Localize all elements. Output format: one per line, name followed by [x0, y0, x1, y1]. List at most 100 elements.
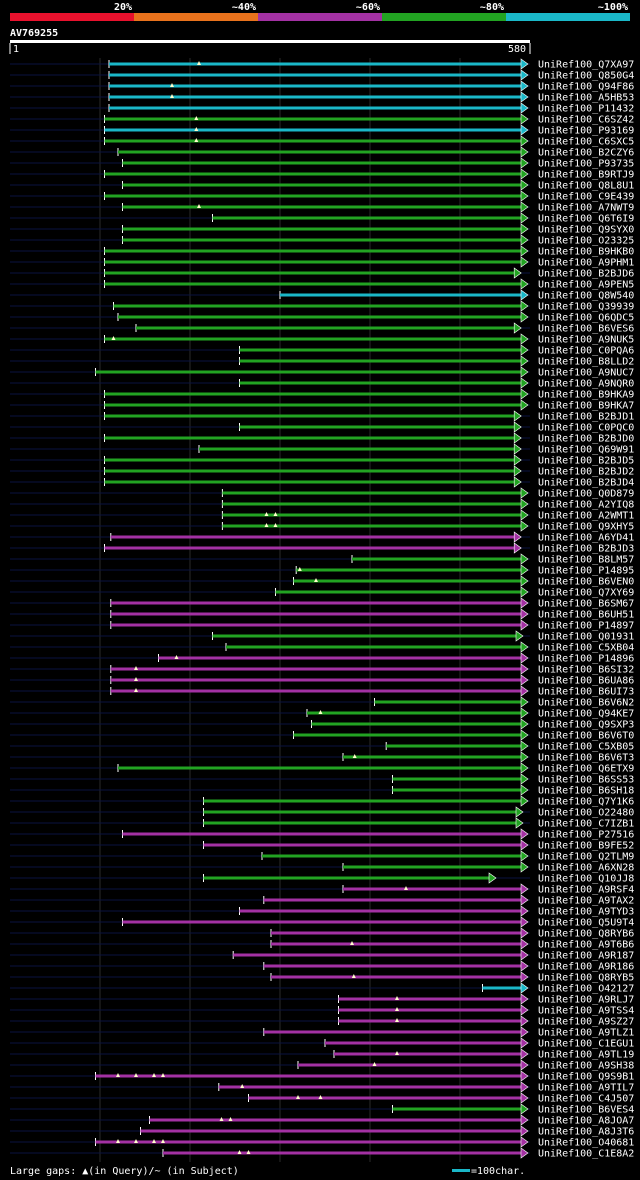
hit-label[interactable]: UniRef100_B6V6N2	[538, 698, 634, 709]
hit-row[interactable]: UniRef100_Q9S9B1	[10, 1070, 634, 1083]
hit-row[interactable]: UniRef100_A6YD41	[10, 531, 634, 544]
hit-row[interactable]: UniRef100_B6V6T0	[10, 729, 634, 742]
hit-label[interactable]: UniRef100_C0PQA6	[538, 346, 634, 357]
hit-row[interactable]: UniRef100_A9T6B6	[10, 938, 634, 951]
hit-row[interactable]: UniRef100_P11432	[10, 102, 634, 115]
hit-label[interactable]: UniRef100_B6VEN0	[538, 577, 634, 588]
hit-row[interactable]: UniRef100_C9E439	[10, 190, 634, 203]
hit-row[interactable]: UniRef100_P14897	[10, 619, 634, 632]
hit-label[interactable]: UniRef100_Q39939	[538, 302, 634, 313]
hit-label[interactable]: UniRef100_Q94F86	[538, 82, 634, 93]
hit-label[interactable]: UniRef100_Q8L8U1	[538, 181, 634, 192]
hit-row[interactable]: UniRef100_B6V6T3	[10, 751, 634, 764]
hit-row[interactable]: UniRef100_A9RLJ7	[10, 993, 634, 1006]
hit-label[interactable]: UniRef100_B8LLD2	[538, 357, 634, 368]
hit-row[interactable]: UniRef100_Q39939	[10, 300, 634, 313]
hit-row[interactable]: UniRef100_C4J507	[10, 1092, 634, 1105]
hit-label[interactable]: UniRef100_A6YD41	[538, 533, 634, 544]
hit-label[interactable]: UniRef100_Q6ETX9	[538, 764, 634, 775]
hit-row[interactable]: UniRef100_P93735	[10, 157, 634, 170]
hit-row[interactable]: UniRef100_O40681	[10, 1136, 634, 1149]
hit-label[interactable]: UniRef100_Q6T6I9	[538, 214, 634, 225]
hit-row[interactable]: UniRef100_A5HB53	[10, 91, 634, 104]
hit-row[interactable]: UniRef100_A9SH38	[10, 1059, 634, 1072]
hit-label[interactable]: UniRef100_A9TYD3	[538, 907, 634, 918]
hit-row[interactable]: UniRef100_B6SI32	[10, 663, 634, 676]
hit-row[interactable]: UniRef100_Q9SYX0	[10, 223, 634, 236]
hit-label[interactable]: UniRef100_Q7XY69	[538, 588, 634, 599]
hit-label[interactable]: UniRef100_B2BJD2	[538, 467, 634, 478]
hit-row[interactable]: UniRef100_A2WMT1	[10, 509, 634, 522]
hit-row[interactable]: UniRef100_B6VES4	[10, 1103, 634, 1116]
hit-label[interactable]: UniRef100_Q9SXP3	[538, 720, 634, 731]
hit-label[interactable]: UniRef100_B6UH51	[538, 610, 634, 621]
hit-row[interactable]: UniRef100_B2BJD5	[10, 454, 634, 467]
hit-row[interactable]: UniRef100_Q6ETX9	[10, 762, 634, 775]
hit-label[interactable]: UniRef100_A9TL19	[538, 1050, 634, 1061]
hit-label[interactable]: UniRef100_P27516	[538, 830, 634, 841]
hit-label[interactable]: UniRef100_C9E439	[538, 192, 634, 203]
hit-label[interactable]: UniRef100_Q69W91	[538, 445, 634, 456]
hit-label[interactable]: UniRef100_Q01931	[538, 632, 634, 643]
hit-row[interactable]: UniRef100_B2BJD6	[10, 267, 634, 280]
hit-row[interactable]: UniRef100_O23325	[10, 234, 634, 247]
hit-label[interactable]: UniRef100_A8JOA7	[538, 1116, 634, 1127]
hit-row[interactable]: UniRef100_B8LM57	[10, 553, 634, 566]
hit-row[interactable]: UniRef100_B2BJD4	[10, 476, 634, 489]
hit-label[interactable]: UniRef100_A9TIL7	[538, 1083, 634, 1094]
hit-label[interactable]: UniRef100_Q7Y1K6	[538, 797, 634, 808]
hit-label[interactable]: UniRef100_A8J3T6	[538, 1127, 634, 1138]
hit-row[interactable]: UniRef100_P14895	[10, 564, 634, 577]
hit-label[interactable]: UniRef100_P11432	[538, 104, 634, 115]
hit-label[interactable]: UniRef100_P93169	[538, 126, 634, 137]
hit-label[interactable]: UniRef100_B6V6T3	[538, 753, 634, 764]
hit-label[interactable]: UniRef100_B2BJD1	[538, 412, 634, 423]
hit-label[interactable]: UniRef100_B6V6T0	[538, 731, 634, 742]
hit-row[interactable]: UniRef100_A9RSF4	[10, 883, 634, 896]
hit-row[interactable]: UniRef100_A9R187	[10, 949, 634, 962]
hit-row[interactable]: UniRef100_A7NWT9	[10, 201, 634, 214]
hit-row[interactable]: UniRef100_Q94F86	[10, 80, 634, 93]
hit-label[interactable]: UniRef100_B6SI32	[538, 665, 634, 676]
hit-row[interactable]: UniRef100_Q2TLM9	[10, 850, 634, 863]
hit-label[interactable]: UniRef100_C0PQC0	[538, 423, 634, 434]
hit-label[interactable]: UniRef100_C6SXC5	[538, 137, 634, 148]
hit-label[interactable]: UniRef100_B9HKA7	[538, 401, 634, 412]
hit-row[interactable]: UniRef100_Q7Y1K6	[10, 795, 634, 808]
hit-row[interactable]: UniRef100_C5XB05	[10, 740, 634, 753]
hit-label[interactable]: UniRef100_A9SZ27	[538, 1017, 634, 1028]
hit-label[interactable]: UniRef100_P14895	[538, 566, 634, 577]
hit-label[interactable]: UniRef100_Q2TLM9	[538, 852, 634, 863]
hit-row[interactable]: UniRef100_Q9SXP3	[10, 718, 634, 731]
hit-row[interactable]: UniRef100_Q8L8U1	[10, 179, 634, 192]
hit-row[interactable]: UniRef100_A9PEN5	[10, 278, 634, 291]
hit-row[interactable]: UniRef100_O22480	[10, 806, 634, 819]
hit-row[interactable]: UniRef100_A9TAX2	[10, 894, 634, 907]
hit-label[interactable]: UniRef100_Q94KE7	[538, 709, 634, 720]
hit-row[interactable]: UniRef100_Q94KE7	[10, 707, 634, 720]
hit-row[interactable]: UniRef100_C0PQA6	[10, 344, 634, 357]
hit-row[interactable]: UniRef100_A8JOA7	[10, 1114, 634, 1127]
hit-label[interactable]: UniRef100_C7IZB1	[538, 819, 634, 830]
hit-row[interactable]: UniRef100_Q8W540	[10, 289, 634, 302]
hit-row[interactable]: UniRef100_B6UH51	[10, 608, 634, 621]
hit-row[interactable]: UniRef100_P27516	[10, 828, 634, 841]
hit-label[interactable]: UniRef100_A9PEN5	[538, 280, 634, 291]
hit-label[interactable]: UniRef100_B6UA86	[538, 676, 634, 687]
hit-row[interactable]: UniRef100_A9PHM1	[10, 256, 634, 269]
hit-row[interactable]: UniRef100_B2BJD1	[10, 410, 634, 423]
hit-row[interactable]: UniRef100_B6SH18	[10, 784, 634, 797]
hit-label[interactable]: UniRef100_Q8RYB6	[538, 929, 634, 940]
hit-label[interactable]: UniRef100_A9SH38	[538, 1061, 634, 1072]
hit-label[interactable]: UniRef100_A9NQR0	[538, 379, 634, 390]
hit-row[interactable]: UniRef100_A9NUK5	[10, 333, 634, 346]
hit-label[interactable]: UniRef100_A9RLJ7	[538, 995, 634, 1006]
hit-row[interactable]: UniRef100_A9TLZ1	[10, 1026, 634, 1039]
hit-label[interactable]: UniRef100_C1E8A2	[538, 1149, 634, 1160]
hit-row[interactable]: UniRef100_P14896	[10, 652, 634, 665]
hit-label[interactable]: UniRef100_B6SM67	[538, 599, 634, 610]
hit-label[interactable]: UniRef100_B8LM57	[538, 555, 634, 566]
hit-label[interactable]: UniRef100_O40681	[538, 1138, 634, 1149]
hit-row[interactable]: UniRef100_B6SM67	[10, 597, 634, 610]
hit-label[interactable]: UniRef100_Q6QDC5	[538, 313, 634, 324]
